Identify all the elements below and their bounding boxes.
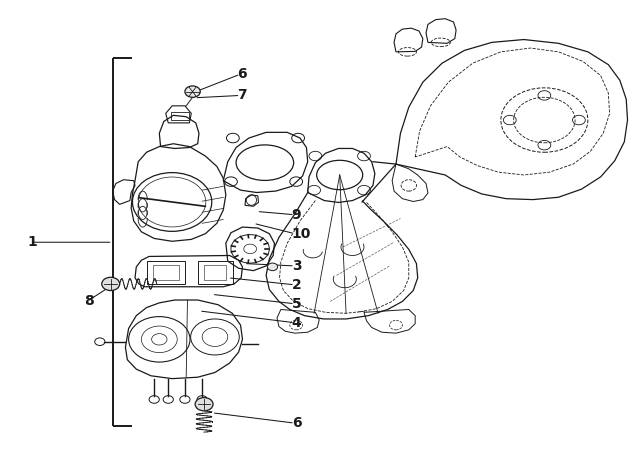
Bar: [153, 265, 178, 280]
Circle shape: [267, 263, 278, 271]
Text: 8: 8: [84, 294, 94, 308]
Text: 7: 7: [237, 88, 247, 103]
Text: 6: 6: [292, 416, 301, 430]
Circle shape: [195, 398, 213, 411]
Circle shape: [102, 277, 120, 291]
Text: 2: 2: [292, 278, 301, 292]
Bar: [147, 261, 185, 284]
Circle shape: [185, 86, 200, 97]
Text: 4: 4: [292, 316, 301, 330]
Text: 6: 6: [237, 67, 247, 81]
Text: 1: 1: [28, 235, 37, 249]
Bar: [204, 265, 226, 280]
Text: 10: 10: [292, 227, 311, 241]
Text: 3: 3: [292, 259, 301, 273]
Text: 5: 5: [292, 297, 301, 311]
Bar: [171, 112, 188, 120]
Bar: [197, 261, 233, 284]
Text: 9: 9: [292, 208, 301, 222]
